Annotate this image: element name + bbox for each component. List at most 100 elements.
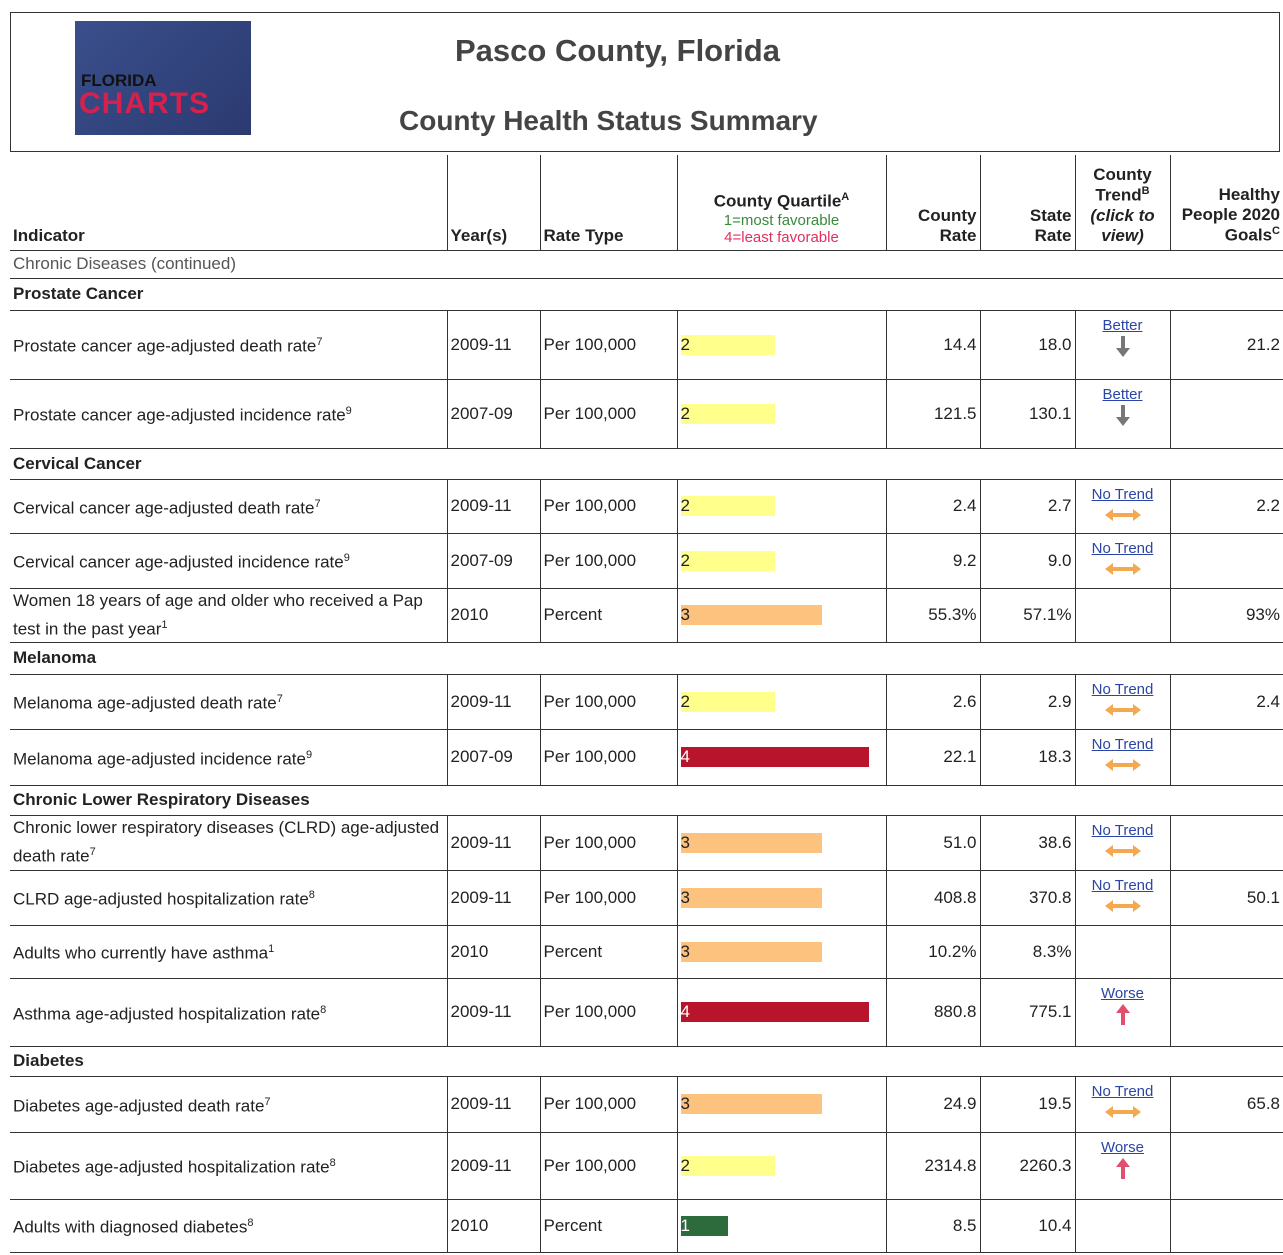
state-rate: 130.1 <box>979 379 1075 449</box>
indicator-text: Cervical cancer age-adjusted death rate <box>13 498 315 518</box>
quartile-bar: 3 <box>680 832 822 853</box>
indicator: Asthma age-adjusted hospitalization rate… <box>10 978 447 1047</box>
years: 2010 <box>446 925 540 979</box>
footnote-mark: 8 <box>320 1003 327 1016</box>
indicator-text: Melanoma age-adjusted incidence rate <box>13 749 306 769</box>
trend-link[interactable]: Better <box>1102 385 1143 403</box>
trend-cell <box>1074 1199 1170 1253</box>
footnote-mark: 9 <box>343 552 350 565</box>
quartile-value: 3 <box>680 832 690 852</box>
trend-arrow <box>1104 562 1141 575</box>
trend-link[interactable]: Worse <box>1100 1138 1145 1156</box>
indicator-row: Diabetes age-adjusted hospitalization ra… <box>10 1132 1283 1200</box>
footnote-mark: 7 <box>264 1095 271 1108</box>
footnote-mark: 9 <box>345 405 352 418</box>
legend-text: 4=least favorable <box>724 228 839 246</box>
header-text: (click to view) <box>1090 205 1155 245</box>
years: 2009-11 <box>446 674 540 730</box>
goal <box>1169 379 1283 449</box>
column-header: Year(s) <box>446 155 540 251</box>
indicator-text: Adults who currently have asthma <box>13 943 269 963</box>
indicator: Adults with diagnosed diabetes8 <box>10 1199 447 1253</box>
footnote-mark: 8 <box>329 1157 336 1170</box>
trend-cell <box>1074 588 1170 643</box>
goal <box>1169 1132 1283 1200</box>
quartile-bar: 3 <box>680 941 822 962</box>
county-rate: 51.0 <box>885 815 980 871</box>
quartile-cell: 3 <box>676 588 886 643</box>
quartile-bar: 2 <box>680 334 775 355</box>
goal: 21.2 <box>1169 310 1283 380</box>
trend-link[interactable]: No Trend <box>1091 680 1154 698</box>
trend-link[interactable]: No Trend <box>1091 735 1154 753</box>
years: 2010 <box>446 1199 540 1253</box>
section-title: Chronic Lower Respiratory Diseases <box>10 785 1283 816</box>
quartile-value: 2 <box>680 1155 690 1175</box>
quartile-value: 1 <box>680 1215 690 1235</box>
trend-cell: No Trend <box>1074 815 1170 871</box>
trend-link[interactable]: Better <box>1102 316 1143 334</box>
county-rate: 22.1 <box>885 729 980 786</box>
footnote-mark: 8 <box>308 889 315 902</box>
section-row: Prostate Cancer <box>10 278 1283 311</box>
county-rate: 8.5 <box>885 1199 980 1253</box>
quartile-bar: 3 <box>680 887 822 908</box>
footnote-mark: C <box>1272 224 1280 237</box>
county-rate: 14.4 <box>885 310 980 380</box>
indicator: Cervical cancer age-adjusted death rate7 <box>10 479 447 534</box>
county-rate: 880.8 <box>885 978 980 1047</box>
years: 2010 <box>446 588 540 643</box>
state-rate: 370.8 <box>979 870 1075 926</box>
state-rate: 775.1 <box>979 978 1075 1047</box>
subtitle: County Health Status Summary <box>399 105 818 136</box>
years: 2009-11 <box>446 870 540 926</box>
goal <box>1169 925 1283 979</box>
footnote-mark: 7 <box>316 336 323 349</box>
trend-cell: Worse <box>1074 978 1170 1047</box>
indicator: Women 18 years of age and older who rece… <box>10 588 447 643</box>
quartile-cell: 3 <box>676 1076 886 1133</box>
years: 2007-09 <box>446 379 540 449</box>
trend-arrow <box>1104 1105 1141 1118</box>
quartile-cell: 4 <box>676 729 886 786</box>
indicator-row: Prostate cancer age-adjusted incidence r… <box>10 379 1283 449</box>
indicator-row: Cervical cancer age-adjusted death rate7… <box>10 479 1283 534</box>
column-header: Indicator <box>10 155 447 251</box>
header-text: County Quartile <box>713 191 842 211</box>
trend-arrow <box>1115 1003 1130 1025</box>
indicator: Melanoma age-adjusted death rate7 <box>10 674 447 730</box>
county-rate: 24.9 <box>885 1076 980 1133</box>
trend-link[interactable]: No Trend <box>1091 485 1154 503</box>
legend-text: 1=most favorable <box>723 211 840 229</box>
quartile-cell: 3 <box>676 925 886 979</box>
trend-link[interactable]: No Trend <box>1091 539 1154 557</box>
footnote-mark: A <box>841 190 850 203</box>
section-row: Diabetes <box>10 1046 1283 1077</box>
quartile-bar: 3 <box>680 1094 822 1114</box>
indicator-text: Diabetes age-adjusted death rate <box>13 1096 265 1116</box>
trend-arrow <box>1104 508 1141 521</box>
indicator-text: Prostate cancer age-adjusted death rate <box>13 336 317 356</box>
trend-link[interactable]: No Trend <box>1091 821 1154 839</box>
section-row: Chronic Lower Respiratory Diseases <box>10 785 1283 816</box>
quartile-value: 3 <box>680 1094 690 1113</box>
state-rate: 8.3% <box>979 925 1075 979</box>
years: 2009-11 <box>446 815 540 871</box>
quartile-bar: 3 <box>680 605 822 625</box>
section-title: Melanoma <box>10 642 1283 675</box>
rate-type: Per 100,000 <box>539 479 677 534</box>
goal: 2.2 <box>1169 479 1283 534</box>
quartile-bar: 2 <box>680 691 775 712</box>
years: 2009-11 <box>446 1076 540 1133</box>
goal: 93% <box>1169 588 1283 643</box>
quartile-bar: 4 <box>680 1002 869 1022</box>
rate-type: Per 100,000 <box>539 729 677 786</box>
trend-link[interactable]: No Trend <box>1091 876 1154 894</box>
quartile-cell: 2 <box>676 1132 886 1200</box>
trend-link[interactable]: No Trend <box>1091 1082 1154 1100</box>
trend-link[interactable]: Worse <box>1100 984 1145 1002</box>
goal: 50.1 <box>1169 870 1283 926</box>
footnote-mark: 7 <box>314 497 321 510</box>
trend-cell: Better <box>1074 310 1170 380</box>
indicator-row: Chronic lower respiratory diseases (CLRD… <box>10 815 1283 871</box>
